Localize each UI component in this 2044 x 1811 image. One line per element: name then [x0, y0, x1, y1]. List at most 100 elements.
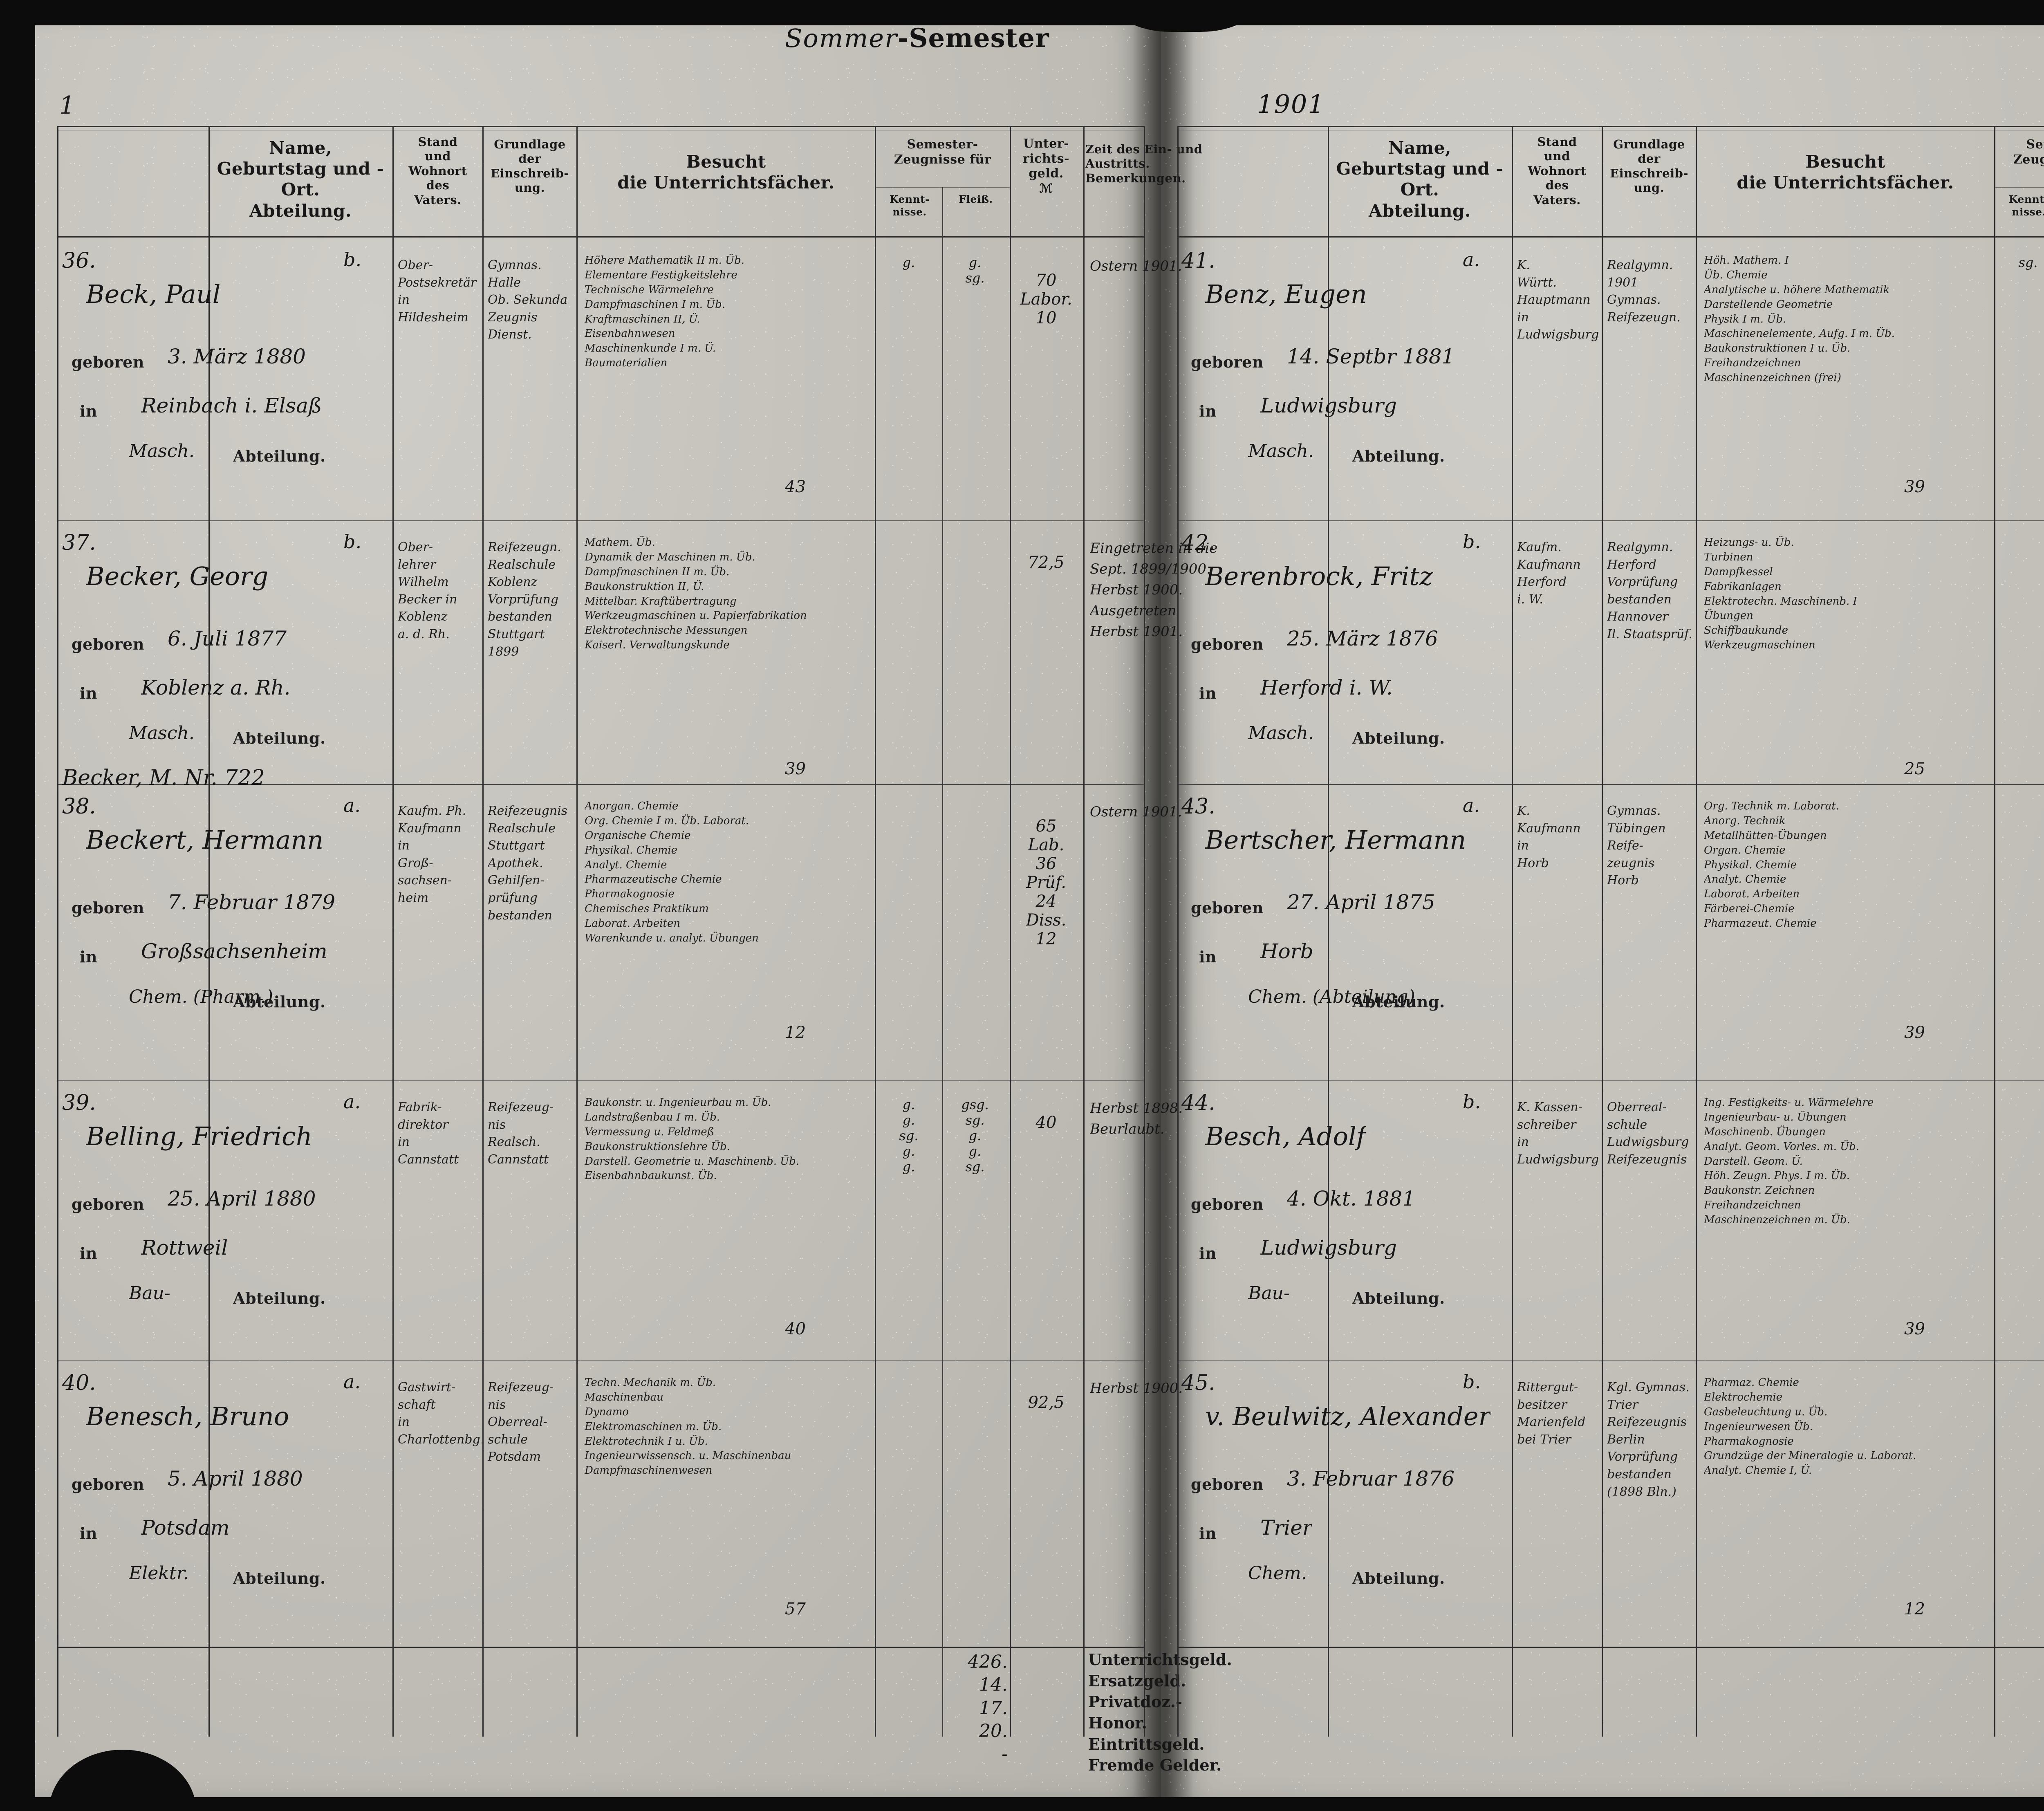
grid-vline-1-r [1328, 126, 1329, 1737]
attended-subjects: Mathem. Üb. Dynamik der Maschinen m. Üb. D… [585, 536, 807, 652]
row-section-letter: b. [1463, 1371, 1481, 1393]
subject-count-sum: 12 [785, 1023, 806, 1042]
birth-date: 25. April 1880 [168, 1187, 316, 1210]
entry-exit-remarks: Herbst 1900. [1090, 1380, 1183, 1396]
birth-date: 4. Okt. 1881 [1287, 1187, 1416, 1210]
semester-handwritten: Sommer [785, 23, 898, 53]
row-section-letter: b. [1463, 1091, 1481, 1113]
label-abteilung: Abteilung. [1352, 993, 1445, 1011]
column-header-zeugnisse-r: Semester- Zeugnisse für [2013, 137, 2044, 167]
semester-title: Sommer-Semester [785, 23, 1049, 54]
grid-vline-4 [576, 126, 578, 1737]
column-header-stand-r: Stand und Wohnort des Vaters. [1528, 135, 1587, 207]
grid-vline-6 [1010, 126, 1011, 1737]
birth-date: 7. Februar 1879 [168, 890, 336, 914]
attended-subjects: Techn. Mechanik m. Üb. Maschinenbau Dynamo… [585, 1376, 791, 1477]
column-header-zeugnisse: Semester- Zeugnisse für [894, 137, 991, 167]
column-header-fleiss: Fleiß. [959, 193, 993, 205]
grid-hline-r2-r [1177, 784, 2044, 785]
birth-place: Potsdam [141, 1516, 230, 1540]
label-geboren: geboren [1191, 1475, 1264, 1493]
grid-hline-header-bottom-r [1177, 236, 2044, 238]
row-number: 41. [1181, 249, 1215, 273]
column-header-grundlage: Grundlage der Einschreib- ung. [491, 137, 569, 195]
grid-vline-zeugnis-mid [942, 187, 943, 1737]
row-number: 45. [1181, 1371, 1215, 1395]
grid-hline-r1 [57, 520, 1145, 521]
tuition-fee: 40 [1035, 1113, 1057, 1132]
label-geboren: geboren [72, 353, 144, 371]
label-in: in [1199, 1244, 1217, 1262]
tuition-fee: 72,5 [1028, 553, 1065, 572]
grid-vline-7 [1083, 126, 1085, 1737]
subject-count-sum: 39 [1904, 1023, 1925, 1042]
student-name: Bertscher, Hermann [1205, 825, 1466, 855]
label-in: in [80, 1524, 98, 1542]
label-geboren: geboren [72, 899, 144, 917]
student-name: Beck, Paul [86, 279, 221, 309]
column-header-grundlage-r: Grundlage der Einschreib- ung. [1610, 137, 1688, 195]
student-name: Benz, Eugen [1205, 279, 1367, 309]
student-name: Berenbrock, Fritz [1205, 561, 1433, 591]
birth-date: 27. April 1875 [1287, 890, 1435, 914]
birth-date: 25. März 1876 [1287, 627, 1438, 650]
grid-hline-top-r [1177, 126, 2044, 127]
label-abteilung: Abteilung. [233, 993, 326, 1011]
grid-vline-4-r [1696, 126, 1697, 1737]
row-section-letter: a. [343, 1371, 361, 1393]
birth-place: Reinbach i. Elsaß [141, 394, 322, 417]
label-abteilung: Abteilung. [1352, 447, 1445, 465]
row-section-letter: b. [343, 249, 362, 271]
column-header-unterrichtsgeld: Unter- richts- geld. ℳ [1023, 137, 1069, 196]
enrollment-basis: Reifezeugnis Realschule Stuttgart Apothek. G… [488, 804, 568, 923]
label-abteilung: Abteilung. [1352, 1569, 1445, 1587]
student-name: Becker, Georg [86, 561, 269, 591]
grid-hline-r3-r [1177, 1080, 2044, 1081]
birth-date: 5. April 1880 [168, 1467, 303, 1490]
left-page: 1 Name, Geburtstag und -Or [33, 7, 1232, 1806]
enrollment-basis: Oberreal-schule Ludwigsburg Reifezeugnis [1607, 1100, 1689, 1167]
attended-subjects: Höh. Mathem. I Üb. Chemie Analytische u. h… [1704, 254, 1895, 384]
abteilung-value: Bau- [129, 1283, 170, 1304]
grid-hline-r4 [57, 1360, 1145, 1361]
enrollment-basis: Kgl. Gymnas. Trier Reifezeugnis Berlin Vorpr… [1607, 1380, 1690, 1499]
birth-date: 3. Februar 1876 [1287, 1467, 1455, 1490]
label-in: in [1199, 684, 1217, 702]
enrollment-basis: Reifezeug-nis Oberreal-schule Potsdam [488, 1380, 554, 1464]
birth-place: Koblenz a. Rh. [141, 676, 291, 699]
row-number: 36. [62, 249, 96, 273]
attended-subjects: Baukonstr. u. Ingenieurbau m. Üb. Landstr… [585, 1096, 800, 1182]
column-header-name: Name, Geburtstag und -Ort. Abteilung. [217, 138, 384, 221]
grid-vline-1 [208, 126, 210, 1737]
label-abteilung: Abteilung. [1352, 1289, 1445, 1307]
row-section-letter: b. [343, 531, 362, 553]
row-number: 40. [62, 1371, 96, 1395]
label-geboren: geboren [1191, 353, 1264, 371]
grade-knowledge: sg. [2018, 255, 2038, 270]
grid-vline-0 [57, 126, 58, 1737]
grid-hline-footer-r [1177, 1647, 2044, 1648]
student-name: Belling, Friedrich [86, 1121, 312, 1151]
entry-exit-remarks: Eingetreten in die Sept. 1899/1900. Herbst… [1090, 540, 1218, 640]
grid-hline-top [57, 126, 1145, 127]
subject-count-sum: 43 [785, 477, 806, 496]
birth-date: 3. März 1880 [168, 345, 306, 368]
grid-hline-zeugnis-split-r [1994, 187, 2044, 188]
row-number: 43. [1181, 794, 1215, 819]
subject-count-sum: 57 [785, 1600, 806, 1618]
enrollment-basis: Gymnas. Tübingen Reife-zeugnis Horb [1607, 804, 1666, 888]
semester-year-heading: 1901 [1257, 89, 1325, 119]
grid-hline-footer [57, 1647, 1145, 1648]
abteilung-value: Masch. [129, 723, 195, 744]
label-abteilung: Abteilung. [1352, 729, 1445, 747]
grade-diligence: g. sg. [965, 255, 985, 286]
label-abteilung: Abteilung. [233, 729, 326, 747]
attended-subjects: Anorgan. Chemie Org. Chemie I m. Üb. Labo… [585, 800, 759, 944]
enrollment-basis: Reifezeug-nis Realsch. Cannstatt [488, 1100, 554, 1167]
grade-knowledge: g. [902, 255, 915, 270]
book-edge-top [0, 0, 2044, 25]
row-section-letter: b. [1463, 531, 1481, 553]
footer-values-left: 426. 14. 17. 20. - [968, 1652, 1008, 1765]
enrollment-basis: Gymnas. Halle Ob. Sekunda Zeugnis Dienst. [488, 258, 568, 342]
father-status-residence: Ober-lehrer Wilhelm Becker in Koblenz a. d. … [398, 540, 457, 641]
